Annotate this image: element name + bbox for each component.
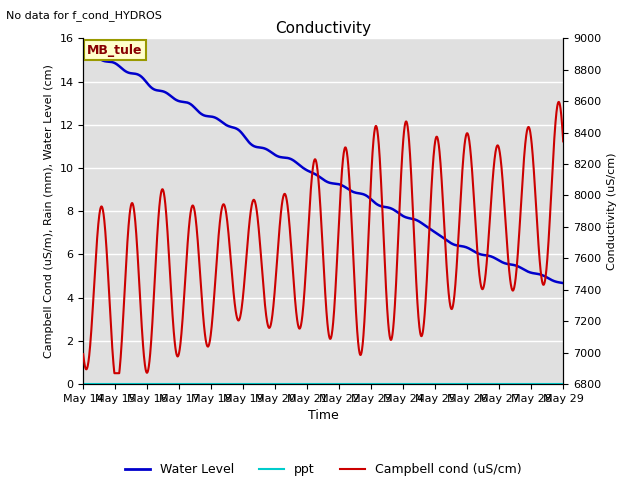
Text: MB_tule: MB_tule xyxy=(87,44,143,57)
Y-axis label: Campbell Cond (uS/m), Rain (mm), Water Level (cm): Campbell Cond (uS/m), Rain (mm), Water L… xyxy=(44,64,54,358)
Y-axis label: Conductivity (uS/cm): Conductivity (uS/cm) xyxy=(607,153,617,270)
Legend: Water Level, ppt, Campbell cond (uS/cm): Water Level, ppt, Campbell cond (uS/cm) xyxy=(120,458,527,480)
Text: No data for f_cond_HYDROS: No data for f_cond_HYDROS xyxy=(6,10,163,21)
Title: Conductivity: Conductivity xyxy=(275,21,371,36)
X-axis label: Time: Time xyxy=(308,409,339,422)
